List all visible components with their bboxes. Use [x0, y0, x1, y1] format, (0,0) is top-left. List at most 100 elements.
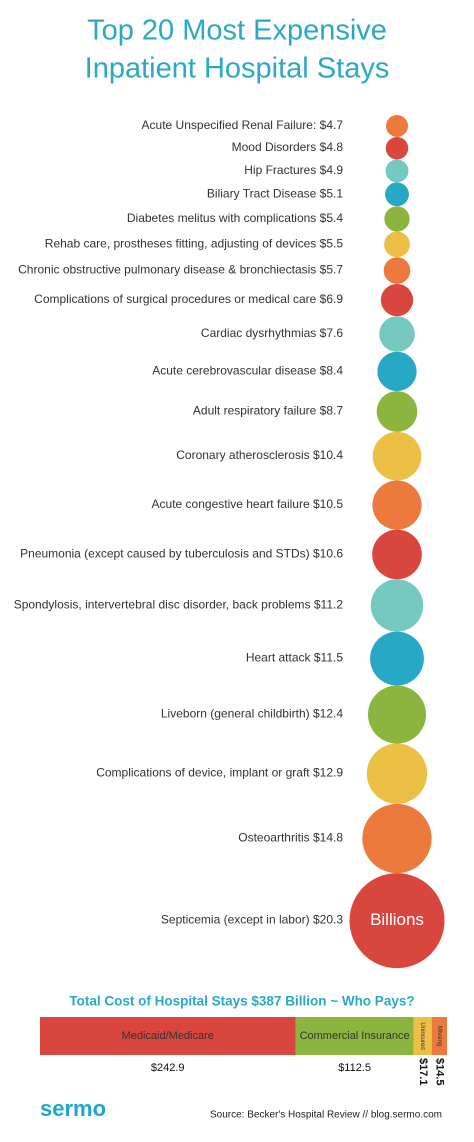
category-label: Rehab care, prostheses fitting, adjustin… [45, 237, 317, 251]
category-label: Biliary Tract Disease [207, 186, 317, 200]
bubble [383, 257, 411, 284]
value-label: $10.5 [313, 497, 343, 511]
bubble-label: Spondylosis, intervertebral disc disorde… [14, 598, 344, 612]
category-label: Osteoarthritis [238, 831, 309, 845]
category-label: Acute Unspecified Renal Failure: [142, 118, 317, 132]
bubble [376, 391, 418, 432]
bubble-label: Acute congestive heart failure $10.5 [152, 497, 344, 511]
value-label: $5.1 [320, 186, 344, 200]
bubble-label: Coronary atherosclerosis $10.4 [176, 448, 343, 462]
value-label: $6.9 [320, 292, 344, 306]
value-label: $17.1 [417, 1058, 429, 1086]
category-label: Septicemia (except in labor) [161, 913, 310, 927]
value-label: $11.2 [314, 598, 343, 612]
bubble-label: Complications of surgical procedures or … [34, 292, 343, 306]
category-label: Acute congestive heart failure [152, 497, 310, 511]
bubble-label: Rehab care, prostheses fitting, adjustin… [45, 237, 344, 251]
title-line: Top 20 Most Expensive [87, 15, 387, 47]
value-label: $12.9 [313, 766, 343, 780]
bubble-label: Pneumonia (except caused by tuberculosis… [20, 547, 343, 561]
bubble [372, 480, 422, 530]
bubble [384, 206, 410, 232]
bubble-label: Biliary Tract Disease $5.1 [207, 186, 343, 200]
category-label: Diabetes melitus with complications [127, 211, 316, 225]
segment-name: Uninsured [419, 1022, 425, 1049]
bubble-label: Osteoarthritis $14.8 [238, 831, 343, 845]
bubble-label: Complications of device, implant or graf… [96, 766, 343, 780]
bubble [380, 283, 414, 317]
value-label: $242.9 [151, 1062, 185, 1074]
bubble [385, 136, 409, 160]
bubble-label: Heart attack $11.5 [246, 651, 344, 665]
category-label: Acute cerebrovascular disease [152, 364, 316, 378]
bubble-label: Liveborn (general childbirth) $12.4 [161, 707, 343, 721]
bubble-label: Septicemia (except in labor) $20.3 [161, 913, 343, 927]
bubble [385, 159, 409, 183]
bubble [385, 182, 409, 207]
bubble [366, 743, 428, 804]
bubble-label: Acute Unspecified Renal Failure: $4.7 [142, 118, 344, 132]
value-label: $5.7 [320, 263, 344, 277]
bubble-label: Cardiac dysrhythmias $7.6 [201, 326, 343, 340]
value-label: $14.5 [433, 1058, 445, 1086]
value-label: $5.4 [320, 211, 344, 225]
category-label: Heart attack [246, 651, 312, 665]
source: Source: Becker's Hospital Review // blog… [210, 1110, 442, 1121]
bar-segment [295, 1017, 414, 1055]
category-label: Adult respiratory failure [193, 404, 317, 418]
bubble [362, 803, 432, 874]
bar-segment [413, 1017, 432, 1055]
value-label: $7.6 [320, 326, 344, 340]
category-label: Cardiac dysrhythmias [201, 326, 316, 340]
bubble-label: Chronic obstructive pulmonary disease & … [18, 263, 343, 277]
value-label: $4.7 [320, 118, 344, 132]
bubble [379, 316, 415, 352]
bubble-label: Acute cerebrovascular disease $8.4 [152, 364, 343, 378]
bubble [386, 115, 408, 137]
bubble [372, 431, 422, 481]
bubble-label: Diabetes melitus with complications $5.4 [127, 211, 343, 225]
value-label: $20.3 [313, 913, 343, 927]
value-label: $14.8 [313, 831, 343, 845]
bubble-label: Mood Disorders $4.8 [232, 140, 344, 154]
category-label: Pneumonia (except caused by tuberculosis… [20, 547, 309, 561]
value-label: $8.7 [320, 404, 344, 418]
bubble-label: Adult respiratory failure $8.7 [193, 404, 343, 418]
bubble [377, 351, 417, 392]
category-label: Complications of device, implant or graf… [96, 766, 310, 780]
bubble [384, 231, 410, 258]
category-label: Chronic obstructive pulmonary disease & … [18, 263, 316, 277]
value-label: $5.5 [320, 237, 344, 251]
bubble [370, 579, 424, 632]
bubble [372, 529, 422, 580]
segment-name: Medicaid/Medicare [122, 1030, 214, 1042]
bubble [349, 873, 445, 969]
value-label: $8.4 [320, 364, 344, 378]
category-label: Hip Fractures [244, 163, 316, 177]
value-label: $4.8 [320, 140, 344, 154]
category-label: Spondylosis, intervertebral disc disorde… [14, 598, 311, 612]
category-label: Mood Disorders [232, 140, 317, 154]
annotation: Billions [370, 910, 424, 929]
bar-segment [40, 1017, 296, 1055]
value-label: $12.4 [313, 707, 343, 721]
logo: sermo [40, 1096, 106, 1121]
value-label: $112.5 [338, 1062, 371, 1074]
bubble [370, 631, 424, 686]
bar-segment [431, 1017, 447, 1055]
category-label: Liveborn (general childbirth) [161, 707, 310, 721]
value-label: $4.9 [320, 163, 344, 177]
segment-name: Commercial Insurance [300, 1030, 410, 1042]
bar-title: Total Cost of Hospital Stays $387 Billio… [69, 994, 414, 1009]
category-label: Complications of surgical procedures or … [34, 292, 316, 306]
title-line: Inpatient Hospital Stays [85, 53, 390, 85]
bubble-label: Hip Fractures $4.9 [244, 163, 343, 177]
value-label: $10.4 [313, 448, 343, 462]
bubble [367, 685, 427, 744]
value-label: $11.5 [314, 651, 343, 665]
value-label: $10.6 [313, 547, 343, 561]
category-label: Coronary atherosclerosis [176, 448, 309, 462]
segment-name: Missing [436, 1026, 442, 1046]
